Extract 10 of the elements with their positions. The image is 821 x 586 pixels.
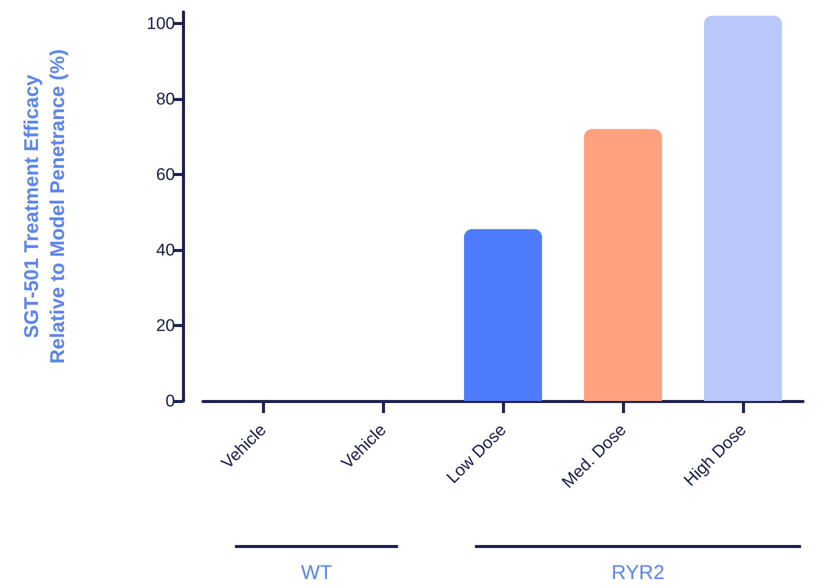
y-tick-label: 60 [156, 164, 175, 184]
y-tick-label: 80 [156, 89, 175, 108]
bar [704, 16, 782, 401]
y-tick-label: 100 [146, 14, 175, 33]
text: RYR2 [610, 562, 666, 585]
bar [584, 129, 662, 401]
y-tick-label: 40 [156, 240, 175, 260]
bar [464, 229, 542, 401]
text: WT [300, 562, 334, 585]
y-axis-title: SGT-501 Treatment Efficacy Relative to Model Penetrance (%) [21, 49, 69, 364]
